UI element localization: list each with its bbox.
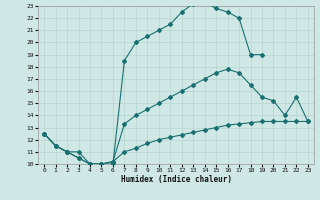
X-axis label: Humidex (Indice chaleur): Humidex (Indice chaleur) [121,175,231,184]
